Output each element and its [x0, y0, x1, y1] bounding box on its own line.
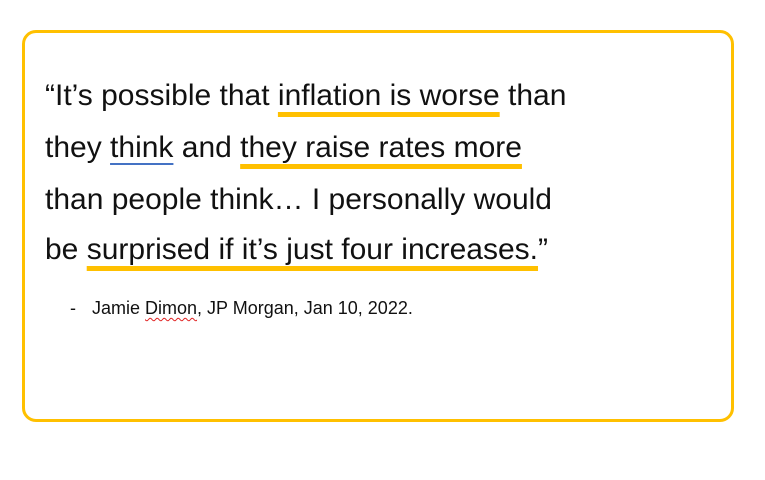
attribution: - Jamie Dimon, JP Morgan, Jan 10, 2022. [70, 298, 413, 319]
quote-line: “It’s possible that inflation is worse t… [45, 78, 566, 114]
text: , JP Morgan, Jan 10, 2022. [197, 298, 413, 318]
text: than people think… I personally would [45, 183, 552, 216]
text: ” [538, 233, 549, 266]
text: be [45, 233, 87, 266]
quote-line: be surprised if it’s just four increases… [45, 232, 548, 268]
highlight: surprised if it’s just four increases. [86, 233, 539, 266]
text: they [45, 131, 111, 164]
quote-line: they think and they raise rates more [45, 130, 522, 166]
bullet: - [70, 298, 76, 318]
text: than [499, 79, 567, 112]
underlined-word: think [110, 131, 174, 164]
misspelled-word: Dimon [145, 298, 198, 318]
text: “It’s possible that [45, 79, 278, 112]
quote-line: than people think… I personally would [45, 182, 552, 218]
quote-box [22, 30, 734, 422]
highlight: they raise rates more [240, 131, 522, 164]
text: and [173, 131, 241, 164]
text: Jamie [92, 298, 146, 318]
highlight: inflation is worse [277, 79, 500, 112]
